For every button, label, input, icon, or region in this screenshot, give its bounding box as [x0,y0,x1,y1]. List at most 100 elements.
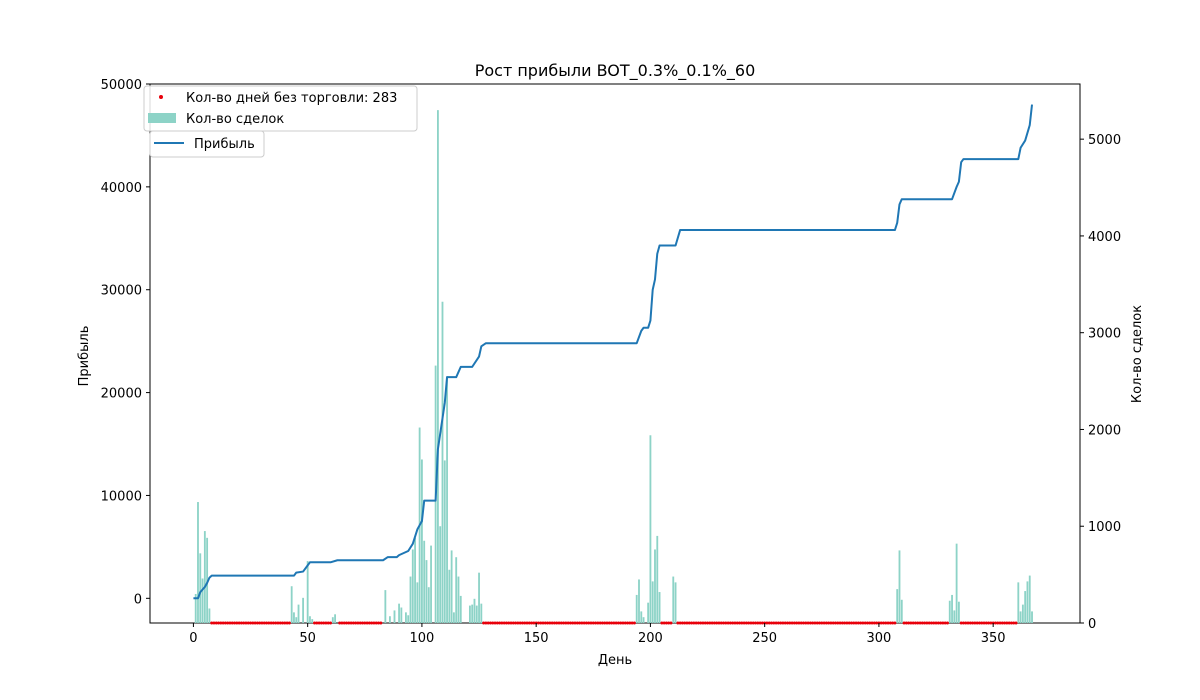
trade-bar [475,605,478,623]
trade-bar [452,612,455,623]
idle-day-point [242,621,246,625]
idle-day-point [324,621,328,625]
idle-day-point [612,621,616,625]
trade-bar [421,459,423,623]
idle-day-point [1000,621,1004,625]
idle-day-point [751,621,755,625]
legend-secondary-frame [149,130,265,158]
idle-day-point [676,621,680,625]
idle-day-point [692,621,696,625]
idle-day-point [929,621,933,625]
trade-bar [656,535,659,623]
idle-day-point [210,621,214,625]
legend-trades-label: Кол-во сделок [186,112,284,127]
idle-day-point [249,621,253,625]
idle-day-point [669,621,673,625]
idle-day-point [287,621,291,625]
idle-day-point [664,621,668,625]
idle-day-point [246,621,250,625]
idle-day-point [610,621,614,625]
idle-day-point [932,621,936,625]
trade-bar [948,600,951,623]
idle-day-point [989,621,993,625]
idle-day-point [891,621,895,625]
trade-bar [295,617,298,623]
idle-day-point [559,621,563,625]
trade-bar [400,607,403,623]
idle-day-point [482,621,486,625]
idle-day-point [543,621,547,625]
trade-bar [473,598,476,623]
idle-day-point [509,621,513,625]
idle-day-point [580,621,584,625]
idle-day-point [605,621,609,625]
trade-bar [423,540,426,623]
profit-line-group [193,104,1034,600]
idle-day-point [217,621,221,625]
trade-bar [446,376,448,623]
idle-day-point [678,621,682,625]
idle-day-point [827,621,831,625]
trade-bar [306,561,309,623]
idle-day-point [923,621,927,625]
idle-day-point [582,621,586,625]
idle-day-point [511,621,515,625]
idle-day-point [850,621,853,625]
idle-day-point [865,621,869,625]
idle-day-point [550,621,554,625]
idle-day-point [555,621,559,625]
idle-day-point [792,621,796,625]
idle-day-point [712,621,716,625]
idle-day-point [251,621,255,625]
trade-bar [900,599,903,623]
y-left-tick-label: 10000 [101,489,142,504]
idle-day-point [765,621,769,625]
idle-day-point [667,621,671,625]
trade-bars [194,110,1033,623]
idle-day-point [863,621,867,625]
idle-day-point [525,621,529,625]
idle-day-point [806,621,810,625]
idle-day-point [594,621,598,625]
idle-day-point [904,621,908,625]
idle-day-point [379,621,383,625]
trade-bar [635,594,638,623]
idle-day-point [527,621,531,625]
trade-bar [334,614,336,623]
trade-bar [459,595,462,623]
trade-bar [384,590,387,623]
idle-day-point [907,621,911,625]
idle-day-point [756,621,760,625]
idle-day-point [838,621,842,625]
idle-day-point [541,621,545,625]
y-left-tick-label: 50000 [101,78,142,93]
idle-day-point [484,621,488,625]
idle-day-point [742,621,746,625]
idle-day-point [271,621,275,625]
idle-day-point [500,621,504,625]
idle-day-point [879,621,883,625]
idle-day-point [710,621,714,625]
trade-bar [1021,604,1024,623]
idle-day-point [859,621,863,625]
trade-bar [441,301,444,623]
idle-day-point [870,621,874,625]
idle-day-point [498,621,502,625]
idle-day-point [491,621,495,625]
trade-bar [480,603,483,623]
x-tick-label: 300 [867,631,892,646]
chart-title: Рост прибыли BOT_0.3%_0.1%_60 [475,61,756,81]
trade-bar [647,602,650,623]
idle-day-point [607,621,611,625]
idle-day-point [694,621,698,625]
idle-day-point [351,621,355,625]
trade-bar [1024,591,1027,623]
idle-day-point [797,621,801,625]
idle-day-point [822,621,826,625]
legend-profit-label: Прибыль [194,137,255,152]
trade-bar [407,615,410,623]
trade-bar [393,610,396,623]
idle-day-point [370,621,374,625]
trade-bar [199,553,202,623]
idle-day-point [228,621,232,625]
